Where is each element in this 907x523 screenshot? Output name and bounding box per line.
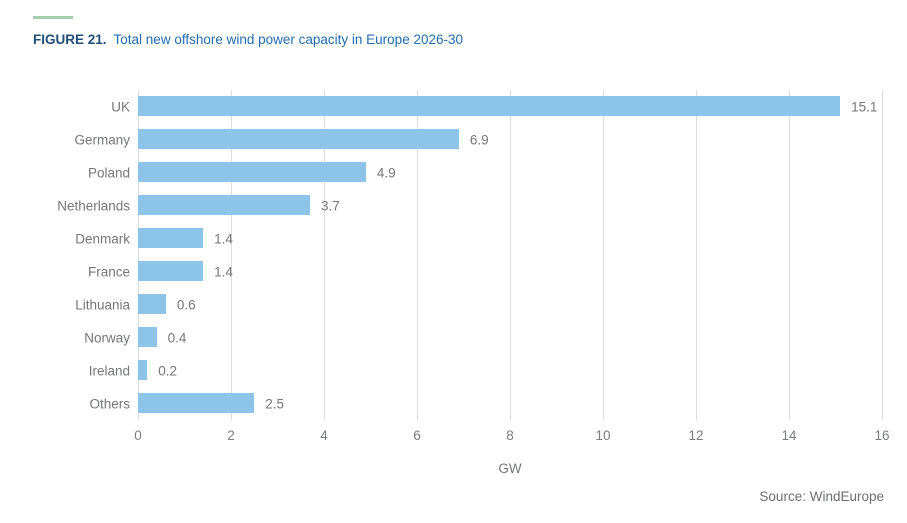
- value-label: 2.5: [265, 396, 285, 411]
- x-tick-label: 0: [134, 428, 142, 443]
- figure-accent-line: [33, 16, 73, 19]
- category-label: France: [87, 264, 130, 279]
- x-tick-label: 16: [874, 428, 890, 443]
- figure-title: Total new offshore wind power capacity i…: [113, 32, 463, 47]
- bar-row: Poland 4.9: [88, 156, 882, 189]
- x-tick-label: 10: [595, 428, 611, 443]
- value-label: 0.4: [167, 330, 187, 345]
- source-note: Source: WindEurope: [759, 489, 884, 504]
- category-label: Others: [89, 396, 130, 411]
- bar: [138, 261, 204, 281]
- bar-row: UK 15.1: [111, 90, 882, 123]
- gridline: [603, 90, 604, 420]
- value-label: 3.7: [321, 198, 340, 213]
- x-axis-ticks: 0 2 4 6 8 10 12 14 16: [134, 428, 889, 446]
- gridline: [417, 90, 418, 420]
- bar-chart: UK 15.1 Germany 6.9 Poland 4.9 Netherlands 3.7 D…: [57, 90, 883, 420]
- bar-row: Others 2.5: [89, 387, 882, 420]
- x-tick-label: 6: [413, 428, 421, 443]
- x-tick-label: 14: [781, 428, 797, 443]
- bar: [138, 228, 204, 248]
- value-label: 1.4: [214, 264, 233, 279]
- bar-row: France 1.4: [88, 255, 882, 288]
- category-label: UK: [111, 99, 130, 114]
- bar: [138, 360, 148, 380]
- value-label: 15.1: [851, 99, 878, 114]
- bar: [138, 162, 366, 182]
- gridline: [696, 90, 697, 420]
- gridline: [231, 90, 232, 420]
- category-label: Norway: [84, 330, 130, 345]
- gridline: [882, 90, 883, 420]
- value-label: 0.6: [176, 297, 196, 312]
- bar: [138, 327, 157, 347]
- gridline: [138, 90, 139, 420]
- x-tick-label: 8: [506, 428, 514, 443]
- gridline: [789, 90, 790, 420]
- bar: [138, 393, 255, 413]
- category-label: Denmark: [75, 231, 130, 246]
- bar-row: Ireland 0.2: [89, 354, 882, 387]
- x-tick-label: 4: [320, 428, 328, 443]
- bar: [138, 129, 459, 149]
- bar-row: Netherlands 3.7: [57, 189, 882, 222]
- category-label: Ireland: [88, 363, 130, 378]
- bar: [138, 294, 166, 314]
- category-label: Poland: [87, 165, 130, 180]
- bar-row: Norway 0.4: [84, 321, 882, 354]
- bar-row: Germany 6.9: [74, 123, 882, 156]
- value-label: 6.9: [469, 132, 489, 147]
- category-label: Netherlands: [57, 198, 130, 213]
- value-label: 4.9: [376, 165, 396, 180]
- value-label: 0.2: [158, 363, 178, 378]
- bar-row: Lithuania 0.6: [75, 288, 882, 321]
- value-label: 1.4: [214, 231, 233, 246]
- gridline: [510, 90, 511, 420]
- category-label: Germany: [74, 132, 130, 147]
- bar: [138, 96, 841, 116]
- gridline: [324, 90, 325, 420]
- category-label: Lithuania: [75, 297, 130, 312]
- bar: [138, 195, 311, 215]
- bar-row: Denmark 1.4: [75, 222, 882, 255]
- x-tick-label: 12: [688, 428, 704, 443]
- figure-label: FIGURE 21.: [33, 32, 107, 47]
- figure-header: FIGURE 21. Total new offshore wind power …: [33, 32, 463, 47]
- x-axis-label: GW: [498, 461, 522, 476]
- x-tick-label: 2: [227, 428, 235, 443]
